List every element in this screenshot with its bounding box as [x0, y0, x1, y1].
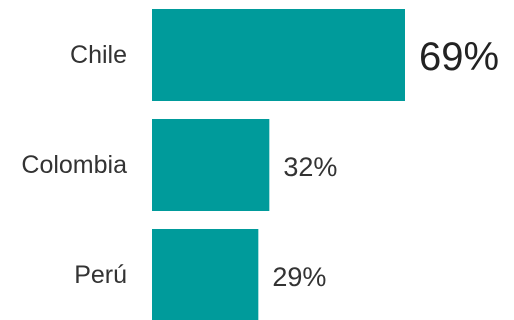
bar-chile [152, 9, 405, 101]
category-label-chile: Chile [70, 41, 127, 69]
category-label-peru: Perú [74, 261, 127, 289]
category-labels-group: Chile Colombia Perú [21, 41, 127, 289]
bar-peru [152, 229, 259, 320]
value-label-peru: 29% [272, 262, 326, 292]
value-labels-group: 69% 32% 29% [272, 35, 499, 292]
value-label-chile: 69% [419, 35, 499, 79]
category-label-colombia: Colombia [21, 151, 127, 179]
bars-group [152, 9, 405, 320]
value-label-colombia: 32% [283, 152, 337, 182]
bar-colombia [152, 119, 270, 211]
